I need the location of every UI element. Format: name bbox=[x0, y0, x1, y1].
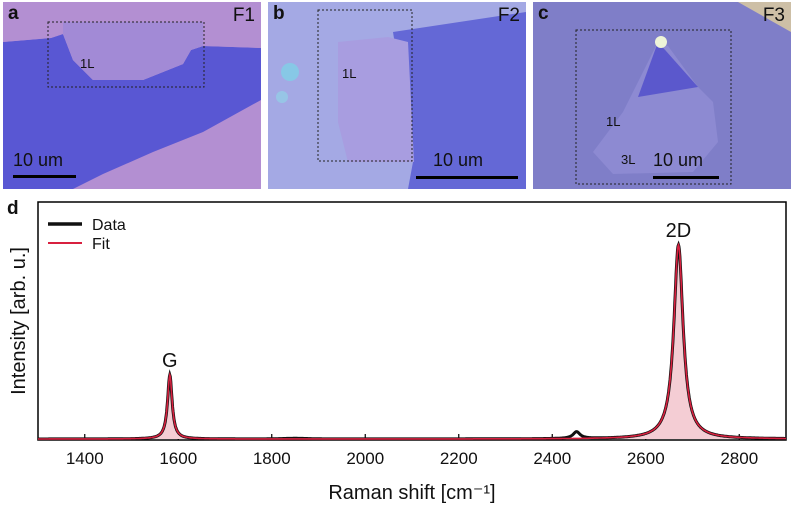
x-axis: 1400 1600 1800 2000 2200 2400 2600 2800 bbox=[66, 434, 758, 468]
panel-letter: b bbox=[273, 3, 285, 24]
scale-bar bbox=[653, 176, 719, 179]
x-tick-label: 2800 bbox=[720, 449, 758, 468]
scale-bar-label: 10 um bbox=[433, 150, 484, 170]
legend-fit-label: Fit bbox=[92, 236, 110, 253]
x-tick-label: 1400 bbox=[66, 449, 104, 468]
micrograph-panel-a: a F1 1L 10 um bbox=[3, 2, 261, 189]
micrograph-image-c bbox=[533, 2, 791, 189]
legend: Data Fit bbox=[48, 217, 126, 253]
x-tick-label: 2000 bbox=[346, 449, 384, 468]
x-tick-label: 1800 bbox=[253, 449, 291, 468]
layer-label: 1L bbox=[342, 66, 357, 81]
legend-data-label: Data bbox=[92, 217, 126, 234]
x-axis-label: Raman shift [cm⁻¹] bbox=[328, 482, 495, 504]
micrograph-panel-b: b F2 1L 10 um bbox=[268, 2, 526, 189]
x-tick-label: 2200 bbox=[440, 449, 478, 468]
layer-label: 1L bbox=[606, 114, 621, 129]
layer-label: 3L bbox=[621, 152, 636, 167]
raman-spectrum-chart: d 1400 1600 1800 2000 2200 2400 2600 2800 G 2D D… bbox=[7, 198, 787, 504]
peak-label-g: G bbox=[162, 350, 178, 372]
scale-bar bbox=[13, 175, 76, 178]
scale-bar-label: 10 um bbox=[13, 150, 64, 170]
chart-panel-letter: d bbox=[7, 198, 19, 219]
layer-label: 1L bbox=[80, 56, 95, 71]
scale-bar-label: 10 um bbox=[653, 150, 704, 170]
fit-series-line bbox=[38, 242, 786, 440]
x-tick-label: 2600 bbox=[627, 449, 665, 468]
flake-label: F2 bbox=[497, 5, 520, 26]
peak-labels: G 2D bbox=[162, 220, 691, 372]
panel-letter: a bbox=[8, 3, 19, 24]
x-tick-label: 2400 bbox=[533, 449, 571, 468]
y-axis-label: Intensity [arb. u.] bbox=[8, 247, 30, 395]
flake-label: F3 bbox=[762, 5, 785, 26]
panel-letter: c bbox=[538, 3, 549, 24]
x-tick-label: 1600 bbox=[159, 449, 197, 468]
micrograph-image-a bbox=[3, 2, 261, 189]
micrograph-panel-c: c F3 1L 3L 10 um bbox=[533, 2, 791, 189]
scale-bar bbox=[416, 176, 518, 179]
micrograph-image-b bbox=[268, 2, 526, 189]
peak-label-2d: 2D bbox=[666, 220, 692, 242]
flake-label: F1 bbox=[232, 5, 255, 26]
